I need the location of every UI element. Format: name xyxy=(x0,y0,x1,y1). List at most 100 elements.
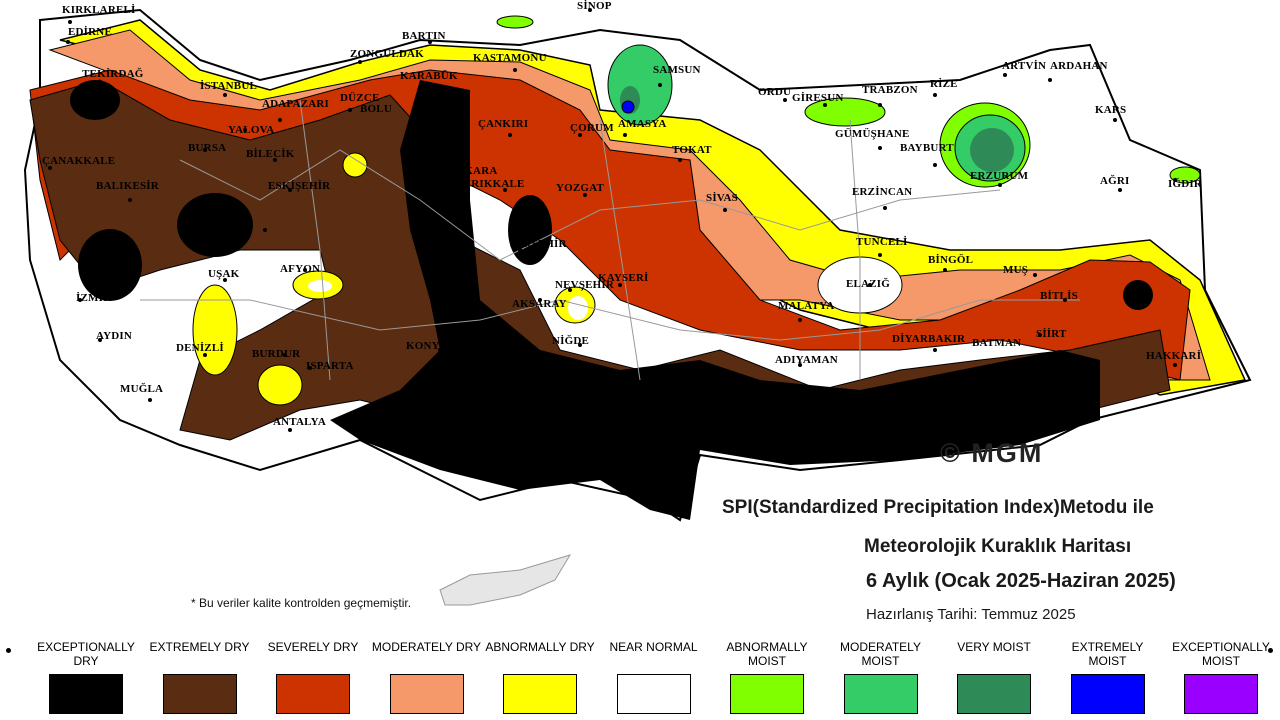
city-label: BARTIN xyxy=(402,30,446,42)
city-label: AFYON xyxy=(280,263,321,275)
city-label: TEKİRDAĞ xyxy=(82,68,144,80)
legend-swatch xyxy=(616,674,691,714)
map-title-line2: Meteorolojik Kuraklık Haritası xyxy=(864,536,1132,557)
city-label: SİNOP xyxy=(577,0,612,12)
legend-swatch xyxy=(389,674,464,714)
city-label: ÇANAKKALE xyxy=(42,155,116,167)
legend-label: EXCEPTIONALLY DRY xyxy=(37,640,135,668)
city-label: ESKİŞEHİR xyxy=(268,180,331,192)
city-label: YOZGAT xyxy=(556,182,605,194)
city-label: AYDIN xyxy=(96,330,133,342)
city-label: UŞAK xyxy=(208,268,240,280)
city-label: ANKARA xyxy=(448,165,498,177)
legend-item: EXCEPTIONALLY DRY xyxy=(31,640,141,714)
city-label: BİTLİS xyxy=(1040,290,1078,302)
map-title-line1: SPI(Standardized Precipitation Index)Met… xyxy=(722,497,1154,518)
city-label: BATMAN xyxy=(972,337,1022,349)
city-label: ERZURUM xyxy=(970,170,1029,182)
legend-item: EXTREMELY MOIST xyxy=(1053,640,1163,714)
city-label: NEVŞEHİR xyxy=(555,279,615,291)
legend-label: NEAR NORMAL xyxy=(609,640,698,654)
city-label: AMASYA xyxy=(618,118,667,130)
city-label: ISPARTA xyxy=(306,360,354,372)
legend-swatch xyxy=(276,674,350,714)
city-label: ERZİNCAN xyxy=(852,186,913,198)
city-label: SİİRT xyxy=(1036,328,1067,340)
city-label: İZMİR xyxy=(76,292,112,304)
city-label: ÇANKIRI xyxy=(478,118,529,130)
city-label: KIRKLARELİ xyxy=(62,4,136,16)
city-label: KARABÜK xyxy=(400,70,458,82)
legend-swatch xyxy=(503,674,577,714)
city-label: KAHS xyxy=(655,369,687,381)
city-label: BİLECİK xyxy=(246,148,295,160)
legend-item: MODERATELY MOIST xyxy=(826,640,936,714)
preparation-date: Hazırlanış Tarihi: Temmuz 2025 xyxy=(866,606,1076,623)
city-label: MUŞ xyxy=(1003,264,1029,276)
city-label: BİNGÖL xyxy=(928,254,974,266)
city-label: HAKKARİ xyxy=(1146,350,1202,362)
city-label: KIRŞEHİR xyxy=(510,238,567,250)
city-label: NİĞDE xyxy=(552,335,590,347)
legend-item: ABNORMALLY MOIST xyxy=(712,640,822,714)
city-label: KASTAMONU xyxy=(473,52,547,64)
city-label: ELAZIĞ xyxy=(846,278,890,290)
city-label: DENİZLİ xyxy=(176,342,224,354)
legend-item: SEVERELY DRY xyxy=(258,640,368,714)
copyright-mark: © MGM xyxy=(940,438,1044,468)
legend-dot-left xyxy=(6,648,11,653)
city-label: BALIKESİR xyxy=(96,180,159,192)
legend-item: MODERATELY DRY xyxy=(372,640,482,714)
city-label: ARTVİN xyxy=(1002,60,1047,72)
quality-note: * Bu veriler kalite kontrolden geçmemişt… xyxy=(191,596,412,610)
city-label: RİZE xyxy=(930,78,958,90)
city-label: ADIYAMAN xyxy=(775,354,838,366)
city-label: MUĞLA xyxy=(120,383,164,395)
city-label: ADAPAZARI xyxy=(262,98,329,110)
city-label: BAYBURT xyxy=(900,142,954,154)
city-label: SİVAS xyxy=(706,192,738,204)
city-label: IĞDIR xyxy=(1168,178,1203,190)
cyprus xyxy=(439,554,572,606)
legend-swatch xyxy=(843,674,918,714)
city-label: URFA xyxy=(830,404,861,416)
city-label: SAMSUN xyxy=(653,64,701,76)
city-label: TRABZON xyxy=(862,84,918,96)
city-label: DÜZCE xyxy=(340,92,380,104)
city-label: ARDAHAN xyxy=(1050,60,1108,72)
city-label: DİYARBAKIR xyxy=(892,333,966,345)
legend-label: MODERATELY MOIST xyxy=(840,640,921,668)
city-label: GİRESUN xyxy=(792,92,844,104)
city-label: KARS xyxy=(1095,104,1127,116)
city-label: ANTALYA xyxy=(273,416,326,428)
city-label: KONYA xyxy=(406,340,447,352)
city-label: TOKAT xyxy=(672,144,712,156)
legend-item: ABNORMALLY DRY xyxy=(485,640,595,714)
city-label: EDİRNE xyxy=(68,26,112,38)
city-label: BOLU xyxy=(360,103,392,115)
map-title-line3: 6 Aylık (Ocak 2025-Haziran 2025) xyxy=(866,570,1176,592)
legend-label: VERY MOIST xyxy=(957,640,1031,654)
legend-label: ABNORMALLY DRY xyxy=(485,640,595,654)
city-label: ORDU xyxy=(758,86,792,98)
city-label: KAYSERİ xyxy=(598,272,649,284)
legend-label: EXTREMELY DRY xyxy=(149,640,250,654)
city-label: BURSA xyxy=(188,142,227,154)
city-label: GÜMÜŞHANE xyxy=(835,128,910,140)
city-label: TUNCELİ xyxy=(856,236,908,248)
city-label: KIRIKKALE xyxy=(458,178,525,190)
city-label: BURDUR xyxy=(252,348,301,360)
legend-swatch xyxy=(162,674,237,714)
city-label: AĞRI xyxy=(1100,175,1130,187)
city-label: ZONGULDAK xyxy=(350,48,424,60)
legend-item: NEAR NORMAL xyxy=(599,640,709,714)
legend-swatch xyxy=(957,674,1031,714)
city-label: AKSARAY xyxy=(512,298,567,310)
legend-swatch xyxy=(730,674,804,714)
legend-item: VERY MOIST xyxy=(939,640,1049,714)
legend-label: EXTREMELY MOIST xyxy=(1071,640,1144,668)
city-label: MALATYA xyxy=(778,300,835,312)
legend-label: ABNORMALLY MOIST xyxy=(726,640,808,668)
city-label: ÇORUM xyxy=(570,122,614,134)
